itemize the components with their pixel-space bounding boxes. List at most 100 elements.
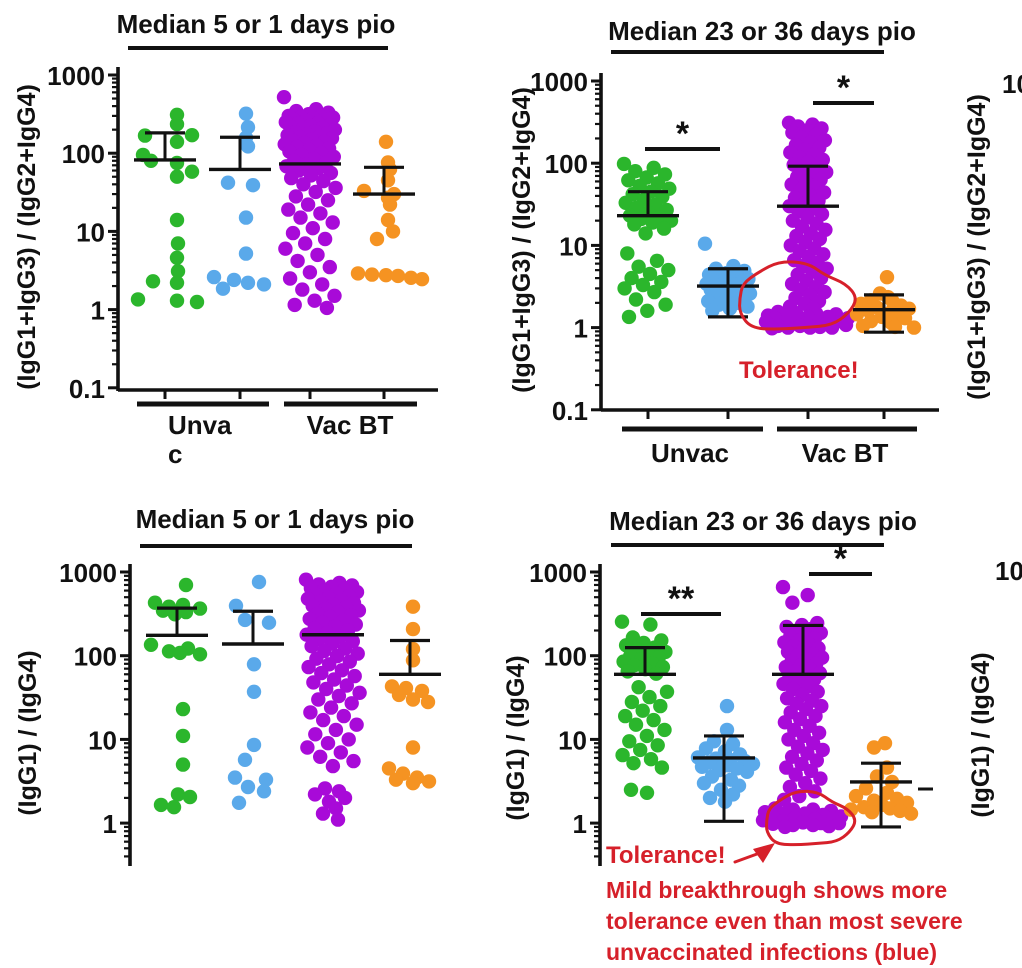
group-label: c <box>168 439 182 469</box>
data-point <box>288 189 304 204</box>
data-point <box>336 708 351 724</box>
data-point <box>237 612 253 628</box>
significance-star: * <box>837 69 851 107</box>
data-point <box>640 303 655 318</box>
plot-title: Median 5 or 1 days pio <box>117 9 396 39</box>
data-point <box>167 607 183 622</box>
data-point <box>240 139 256 154</box>
plot-top-right: 1000 100 10 1 0.1 Median 23 or 36 days pio (Ig… <box>508 16 939 468</box>
data-point <box>381 761 397 776</box>
data-point <box>189 294 205 310</box>
data-point <box>620 246 635 261</box>
data-point <box>719 698 735 714</box>
data-point <box>349 717 364 732</box>
data-point <box>775 579 791 595</box>
y-tick-label: 10 <box>76 217 105 247</box>
data-point <box>166 800 182 815</box>
annotation-tolerance-top: Tolerance! <box>739 357 859 384</box>
y-tick-label: 1 <box>91 296 105 326</box>
data-point <box>352 685 367 700</box>
y-axis-label: (IgG1+IgG3) / (IgG2+IgG4) <box>963 94 991 400</box>
series-purple <box>755 579 849 835</box>
data-point <box>657 722 672 738</box>
data-point <box>777 819 793 835</box>
errorbar-orange <box>853 293 915 334</box>
data-point <box>251 574 267 590</box>
data-point <box>295 282 310 297</box>
errorbar-orange <box>353 165 415 196</box>
data-point <box>624 270 639 286</box>
data-point <box>130 292 146 307</box>
data-point <box>405 621 421 637</box>
data-point <box>278 241 293 256</box>
data-point <box>175 757 191 772</box>
data-point <box>293 210 308 225</box>
data-point <box>659 684 675 699</box>
y-axis-label: (IgG1+IgG3) / (IgG2+IgG4) <box>508 87 536 393</box>
data-point <box>631 259 646 274</box>
data-point <box>307 293 322 308</box>
series-green <box>130 107 205 310</box>
data-point <box>705 303 720 318</box>
data-point <box>328 801 344 816</box>
y-tick-label: 0.1 <box>69 374 105 404</box>
data-point <box>654 274 669 290</box>
data-point <box>238 210 254 225</box>
data-point <box>313 749 328 764</box>
data-point <box>740 299 755 314</box>
data-point <box>169 134 185 149</box>
data-point <box>316 712 331 728</box>
data-point <box>403 270 419 285</box>
data-point <box>258 772 274 787</box>
data-point <box>378 268 394 283</box>
data-point <box>388 772 404 787</box>
data-point <box>697 236 713 251</box>
data-point <box>344 696 359 711</box>
data-point <box>615 747 630 763</box>
data-point <box>649 253 665 268</box>
data-point <box>815 742 830 758</box>
errorbar-orange <box>379 638 441 676</box>
data-point <box>153 797 169 813</box>
errorbar-green <box>614 645 676 676</box>
y-tick-label: 10 <box>88 725 117 755</box>
data-point <box>656 221 672 236</box>
data-point <box>169 212 185 228</box>
series-orange <box>350 134 430 287</box>
data-point <box>391 687 407 703</box>
data-point <box>897 311 913 326</box>
data-point <box>879 270 895 285</box>
data-point <box>614 614 630 629</box>
data-point <box>798 776 813 791</box>
data-point <box>719 722 735 738</box>
data-point <box>282 271 298 286</box>
caption-line-3: unvaccinated infections (blue) <box>606 939 937 965</box>
data-point <box>170 236 186 251</box>
significance-star: ** <box>668 580 695 618</box>
data-point <box>315 277 330 292</box>
data-point <box>877 736 893 751</box>
data-point <box>305 221 320 236</box>
data-point <box>237 752 253 767</box>
plot-title: Median 5 or 1 days pio <box>136 504 415 534</box>
y-tick-label-clipped: 1000 <box>1002 69 1022 99</box>
data-point <box>347 668 362 684</box>
data-point <box>325 758 341 774</box>
data-point <box>405 740 421 755</box>
errorbar-purple <box>772 623 834 676</box>
data-point <box>308 184 323 200</box>
data-point <box>892 803 908 819</box>
data-point <box>633 742 648 758</box>
y-tick-label: 100 <box>544 642 587 672</box>
significance-star: * <box>676 115 690 153</box>
data-point <box>722 301 738 316</box>
data-point <box>322 259 337 275</box>
y-tick-label: 0.1 <box>552 396 588 426</box>
data-point <box>298 236 313 251</box>
data-point <box>169 275 185 290</box>
data-point <box>821 818 837 834</box>
data-point <box>231 795 247 810</box>
data-point <box>420 694 436 710</box>
y-tick-label: 100 <box>545 149 588 179</box>
